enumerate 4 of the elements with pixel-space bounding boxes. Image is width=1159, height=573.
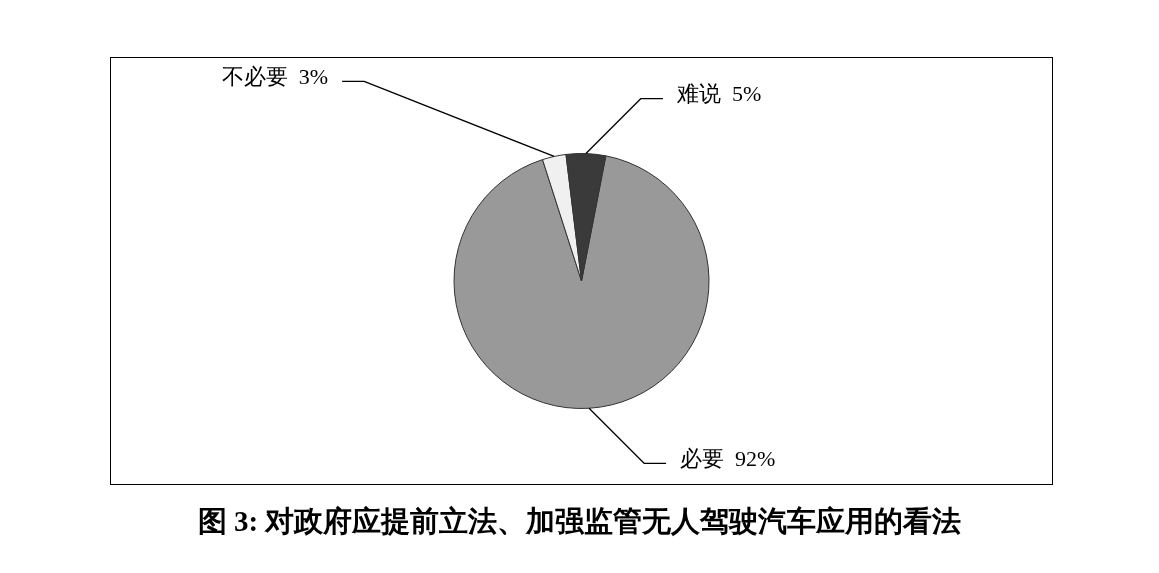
slice-label: 必要 92% bbox=[680, 446, 776, 472]
slice-label: 难说 5% bbox=[675, 81, 762, 107]
text: 图 3: 对政府应提前立法、加强监管无人驾驶汽车应用的看法 bbox=[196, 504, 963, 539]
slice-label: 不必要 3% bbox=[221, 64, 329, 90]
